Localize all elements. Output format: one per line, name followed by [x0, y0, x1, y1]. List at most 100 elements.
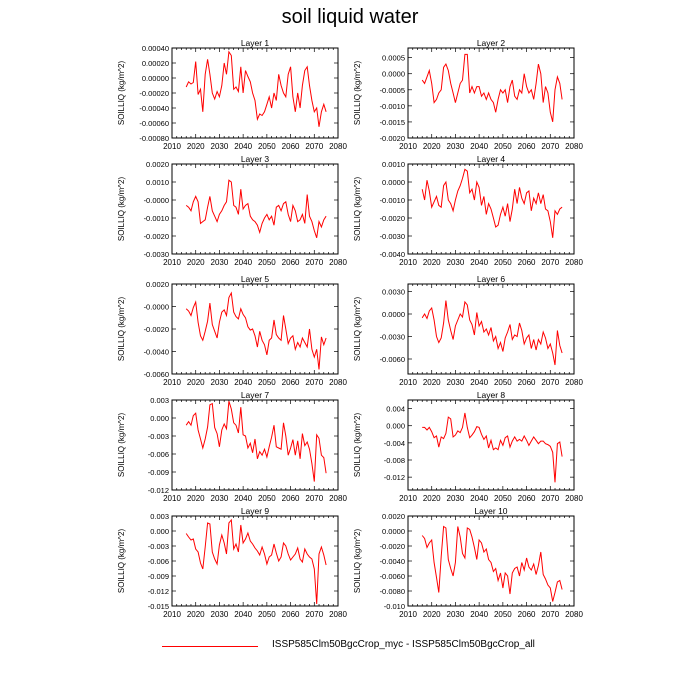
x-tick-label: 2020 [423, 494, 441, 503]
x-tick-label: 2040 [234, 610, 252, 619]
x-tick-label: 2070 [305, 258, 323, 267]
y-tick-label: -0.0020 [380, 542, 405, 551]
y-tick-label: -0.0080 [380, 587, 405, 596]
x-tick-label: 2050 [494, 378, 512, 387]
y-tick-label: -0.0030 [144, 250, 169, 259]
x-tick-label: 2050 [494, 258, 512, 267]
series-line [185, 179, 327, 238]
y-axis-label: SOILLIQ (kg/m^2) [353, 297, 362, 362]
y-tick-label: -0.0020 [144, 325, 169, 334]
y-tick-label: -0.0030 [380, 333, 405, 342]
x-tick-label: 2010 [399, 142, 417, 151]
y-tick-label: 0.0010 [146, 178, 169, 187]
y-tick-label: -0.009 [148, 572, 169, 581]
y-tick-label: -0.015 [148, 602, 169, 611]
x-tick-label: 2010 [163, 258, 181, 267]
y-tick-label: -0.012 [148, 587, 169, 596]
y-tick-label: -0.003 [148, 542, 169, 551]
panel-layer-4: Layer 4 2010 2020 2030 2040 2050 2060 2070 2080 -… [353, 154, 583, 267]
legend-label: ISSP585Clm50BgcCrop_myc - ISSP585Clm50Bg… [272, 639, 535, 650]
x-tick-label: 2040 [234, 378, 252, 387]
x-tick-label: 2070 [541, 258, 559, 267]
series-line [185, 518, 327, 605]
x-tick-label: 2060 [282, 378, 300, 387]
x-tick-label: 2050 [258, 610, 276, 619]
plot-frame [407, 47, 575, 139]
y-tick-label: 0.0010 [382, 160, 405, 169]
chart-title: soil liquid water [281, 6, 419, 28]
plot-frame [171, 515, 339, 607]
y-tick-label: -0.0015 [380, 118, 405, 127]
series-line [421, 168, 563, 238]
series-line [421, 53, 563, 123]
series-line [421, 525, 563, 602]
x-tick-label: 2080 [565, 258, 583, 267]
y-tick-label: -0.0040 [144, 348, 169, 357]
legend: ISSP585Clm50BgcCrop_myc - ISSP585Clm50Bg… [0, 636, 700, 656]
x-tick-label: 2030 [447, 610, 465, 619]
x-tick-label: 2030 [447, 258, 465, 267]
panel-layer-3: Layer 3 2010 2020 2030 2040 2050 2060 2070 2080 -… [117, 154, 347, 267]
x-tick-label: 2060 [518, 258, 536, 267]
panel-title: Layer 4 [477, 154, 506, 164]
panel-title: Layer 8 [477, 390, 506, 400]
y-tick-label: 0.003 [150, 512, 169, 521]
y-tick-label: -0.0040 [380, 250, 405, 259]
y-axis-label: SOILLIQ (kg/m^2) [353, 413, 362, 478]
x-tick-label: 2070 [305, 610, 323, 619]
plot-frame [407, 163, 575, 255]
panel-layer-2: Layer 2 2010 2020 2030 2040 2050 2060 2070 2080 -… [353, 38, 583, 151]
x-tick-label: 2060 [282, 258, 300, 267]
y-tick-label: -0.0020 [144, 232, 169, 241]
x-tick-label: 2030 [211, 378, 229, 387]
y-tick-label: -0.0040 [380, 557, 405, 566]
y-tick-label: 0.00040 [142, 44, 169, 53]
plot-frame [171, 163, 339, 255]
y-tick-label: -0.0060 [144, 370, 169, 379]
x-tick-label: 2070 [305, 494, 323, 503]
panel-title: Layer 7 [241, 390, 270, 400]
x-tick-label: 2060 [518, 610, 536, 619]
y-tick-label: 0.0000 [382, 310, 405, 319]
x-tick-label: 2040 [470, 258, 488, 267]
plot-frame [407, 515, 575, 607]
x-tick-label: 2060 [282, 610, 300, 619]
plot-frame [171, 47, 339, 139]
y-tick-label: 0.000 [150, 527, 169, 536]
y-tick-label: -0.0010 [380, 102, 405, 111]
x-tick-label: 2020 [187, 142, 205, 151]
x-tick-label: 2020 [423, 610, 441, 619]
series-line [422, 412, 563, 483]
x-tick-label: 2070 [541, 610, 559, 619]
x-tick-label: 2010 [399, 378, 417, 387]
panel-title: Layer 1 [241, 38, 270, 48]
y-tick-label: -0.00080 [139, 134, 169, 143]
y-tick-label: -0.006 [148, 450, 169, 459]
x-tick-label: 2060 [282, 494, 300, 503]
y-axis-label: SOILLIQ (kg/m^2) [117, 297, 126, 362]
x-tick-label: 2030 [211, 258, 229, 267]
x-tick-label: 2040 [234, 494, 252, 503]
x-tick-label: 2020 [187, 610, 205, 619]
y-tick-label: -0.0010 [144, 214, 169, 223]
x-tick-label: 2080 [329, 378, 347, 387]
x-tick-label: 2080 [329, 258, 347, 267]
series-line [185, 401, 327, 482]
x-tick-label: 2010 [163, 378, 181, 387]
y-tick-label: -0.00060 [139, 119, 169, 128]
x-tick-label: 2010 [399, 610, 417, 619]
y-tick-label: -0.00040 [139, 104, 169, 113]
y-tick-label: 0.0020 [382, 512, 405, 521]
y-tick-label: -0.00020 [139, 89, 169, 98]
y-tick-label: -0.012 [384, 473, 405, 482]
y-tick-label: -0.010 [384, 602, 405, 611]
x-tick-label: 2020 [423, 142, 441, 151]
x-tick-label: 2050 [258, 378, 276, 387]
y-tick-label: 0.0030 [382, 288, 405, 297]
y-tick-label: -0.003 [148, 432, 169, 441]
y-tick-label: -0.006 [148, 557, 169, 566]
x-tick-label: 2050 [494, 610, 512, 619]
x-tick-label: 2040 [470, 142, 488, 151]
y-axis-label: SOILLIQ (kg/m^2) [117, 413, 126, 478]
y-tick-label: 0.004 [386, 405, 405, 414]
